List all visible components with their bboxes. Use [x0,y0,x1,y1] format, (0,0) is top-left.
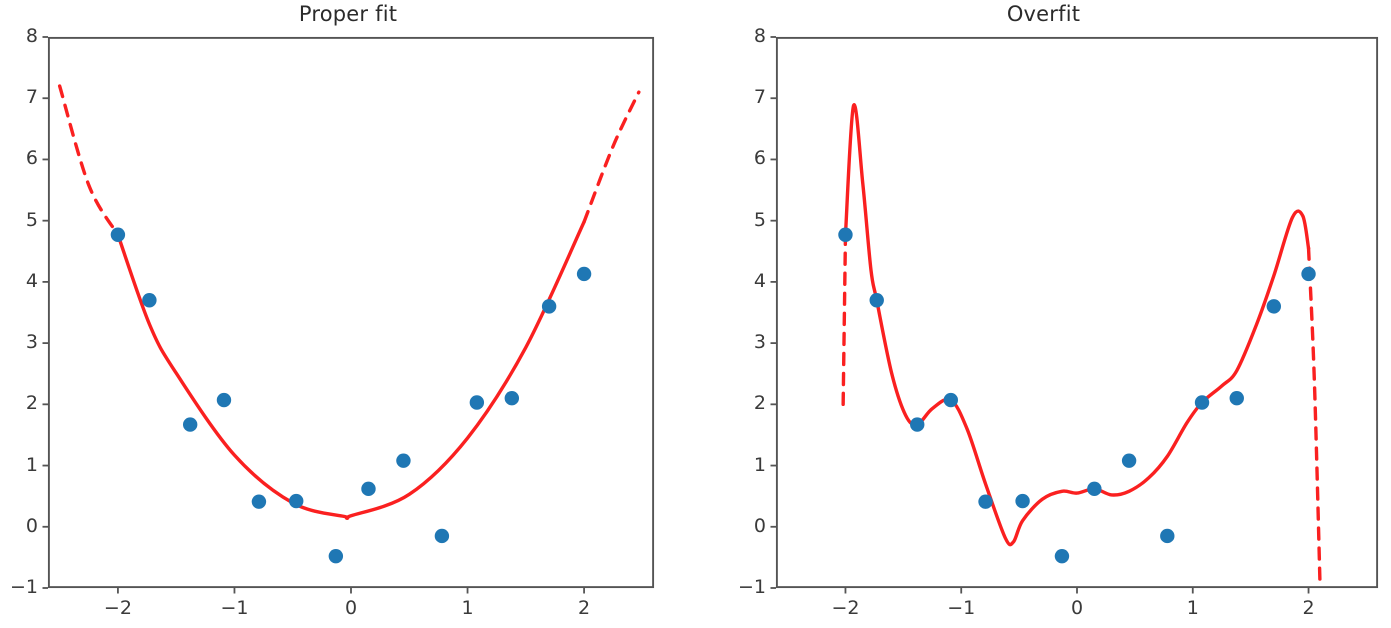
y-tick-label: 7 [25,86,38,109]
y-tick-label: 0 [25,514,38,537]
scatter-point [328,548,344,564]
panel-proper-fit: Proper fit −1 0 1 2 3 4 5 6 7 8 −2 −1 0 1 2 [9,2,655,619]
y-tick-label: 0 [753,514,766,537]
scatter-point [289,493,304,509]
scatter-point [838,227,853,242]
scatter-point [1160,528,1175,544]
y-tick-label: 8 [753,25,766,47]
scatter-point [978,494,993,509]
y-tick-label: 3 [753,331,766,354]
axes-frame [775,36,1379,589]
y-tick-label: 6 [25,147,38,170]
scatter-point [1229,391,1244,406]
scatter-point [361,481,376,497]
axes-frame [47,36,655,589]
plot-area-right [770,36,1379,594]
scatter-point [251,494,267,509]
x-tick-label: 1 [461,597,474,619]
scatter-point [1015,493,1030,509]
y-tick-label: 5 [753,208,766,231]
y-tick-label: 5 [25,208,38,231]
scatter-point [504,391,520,406]
y-tick-label: 6 [753,147,766,170]
x-tick-label: −1 [220,597,249,619]
x-tick-label: 2 [1302,597,1315,619]
scatter-point [1087,481,1102,497]
plot-title-right: Overfit [1006,2,1081,26]
y-tick-label: −1 [9,576,38,598]
scatter-point [182,417,198,432]
y-tick-label: 4 [25,269,38,292]
scatter-point [541,299,557,314]
fit-curve-solid [843,103,1311,547]
y-tick-label: 4 [753,269,766,292]
x-tick-label: 0 [344,597,358,619]
scatter-point [943,392,959,408]
fit-curve-extrapolation-right [1306,246,1322,587]
x-tick-label: 1 [1186,597,1199,619]
scatter-point [1054,548,1070,564]
plot-svg [42,36,655,594]
scatter-point [1121,453,1137,468]
scatter-point [869,293,884,308]
fit-curve-extrapolation-left [841,233,848,407]
panel-overfit: Overfit −1 0 1 2 3 4 5 6 7 8 −2 −1 0 1 2 [696,0,1391,628]
x-tick-label: 2 [578,597,591,619]
scatter-point [469,395,485,410]
scatter-point [396,453,411,468]
fit-curve-extrapolation-right [582,90,641,224]
x-tick-label: −2 [831,597,860,619]
plot-area-left [42,36,655,594]
plot-title-left: Proper fit [298,2,398,26]
y-tick-label: 2 [25,392,38,415]
scatter-point [1266,299,1282,314]
scatter-point [216,392,232,408]
y-tick-label: 8 [25,25,38,47]
fit-curve-extrapolation-left [57,84,120,237]
scatter-point [1301,266,1316,282]
x-tick-label: 0 [1070,597,1084,619]
scatter-point [110,227,126,242]
y-tick-label: 3 [25,331,38,354]
y-tick-label: 2 [753,392,766,415]
scatter-point [434,528,450,544]
y-tick-label: −1 [737,576,766,598]
scatter-point [142,293,157,308]
scatter-point [910,417,925,432]
scatter-point [1194,395,1210,410]
y-tick-label: 7 [753,86,766,109]
y-tick-label: 1 [25,453,38,476]
fit-curve-solid [116,220,586,520]
plot-svg [770,36,1379,594]
scatter-point [576,266,592,282]
x-tick-label: −1 [947,597,976,619]
y-tick-label: 1 [753,453,766,476]
x-tick-label: −2 [103,597,132,619]
